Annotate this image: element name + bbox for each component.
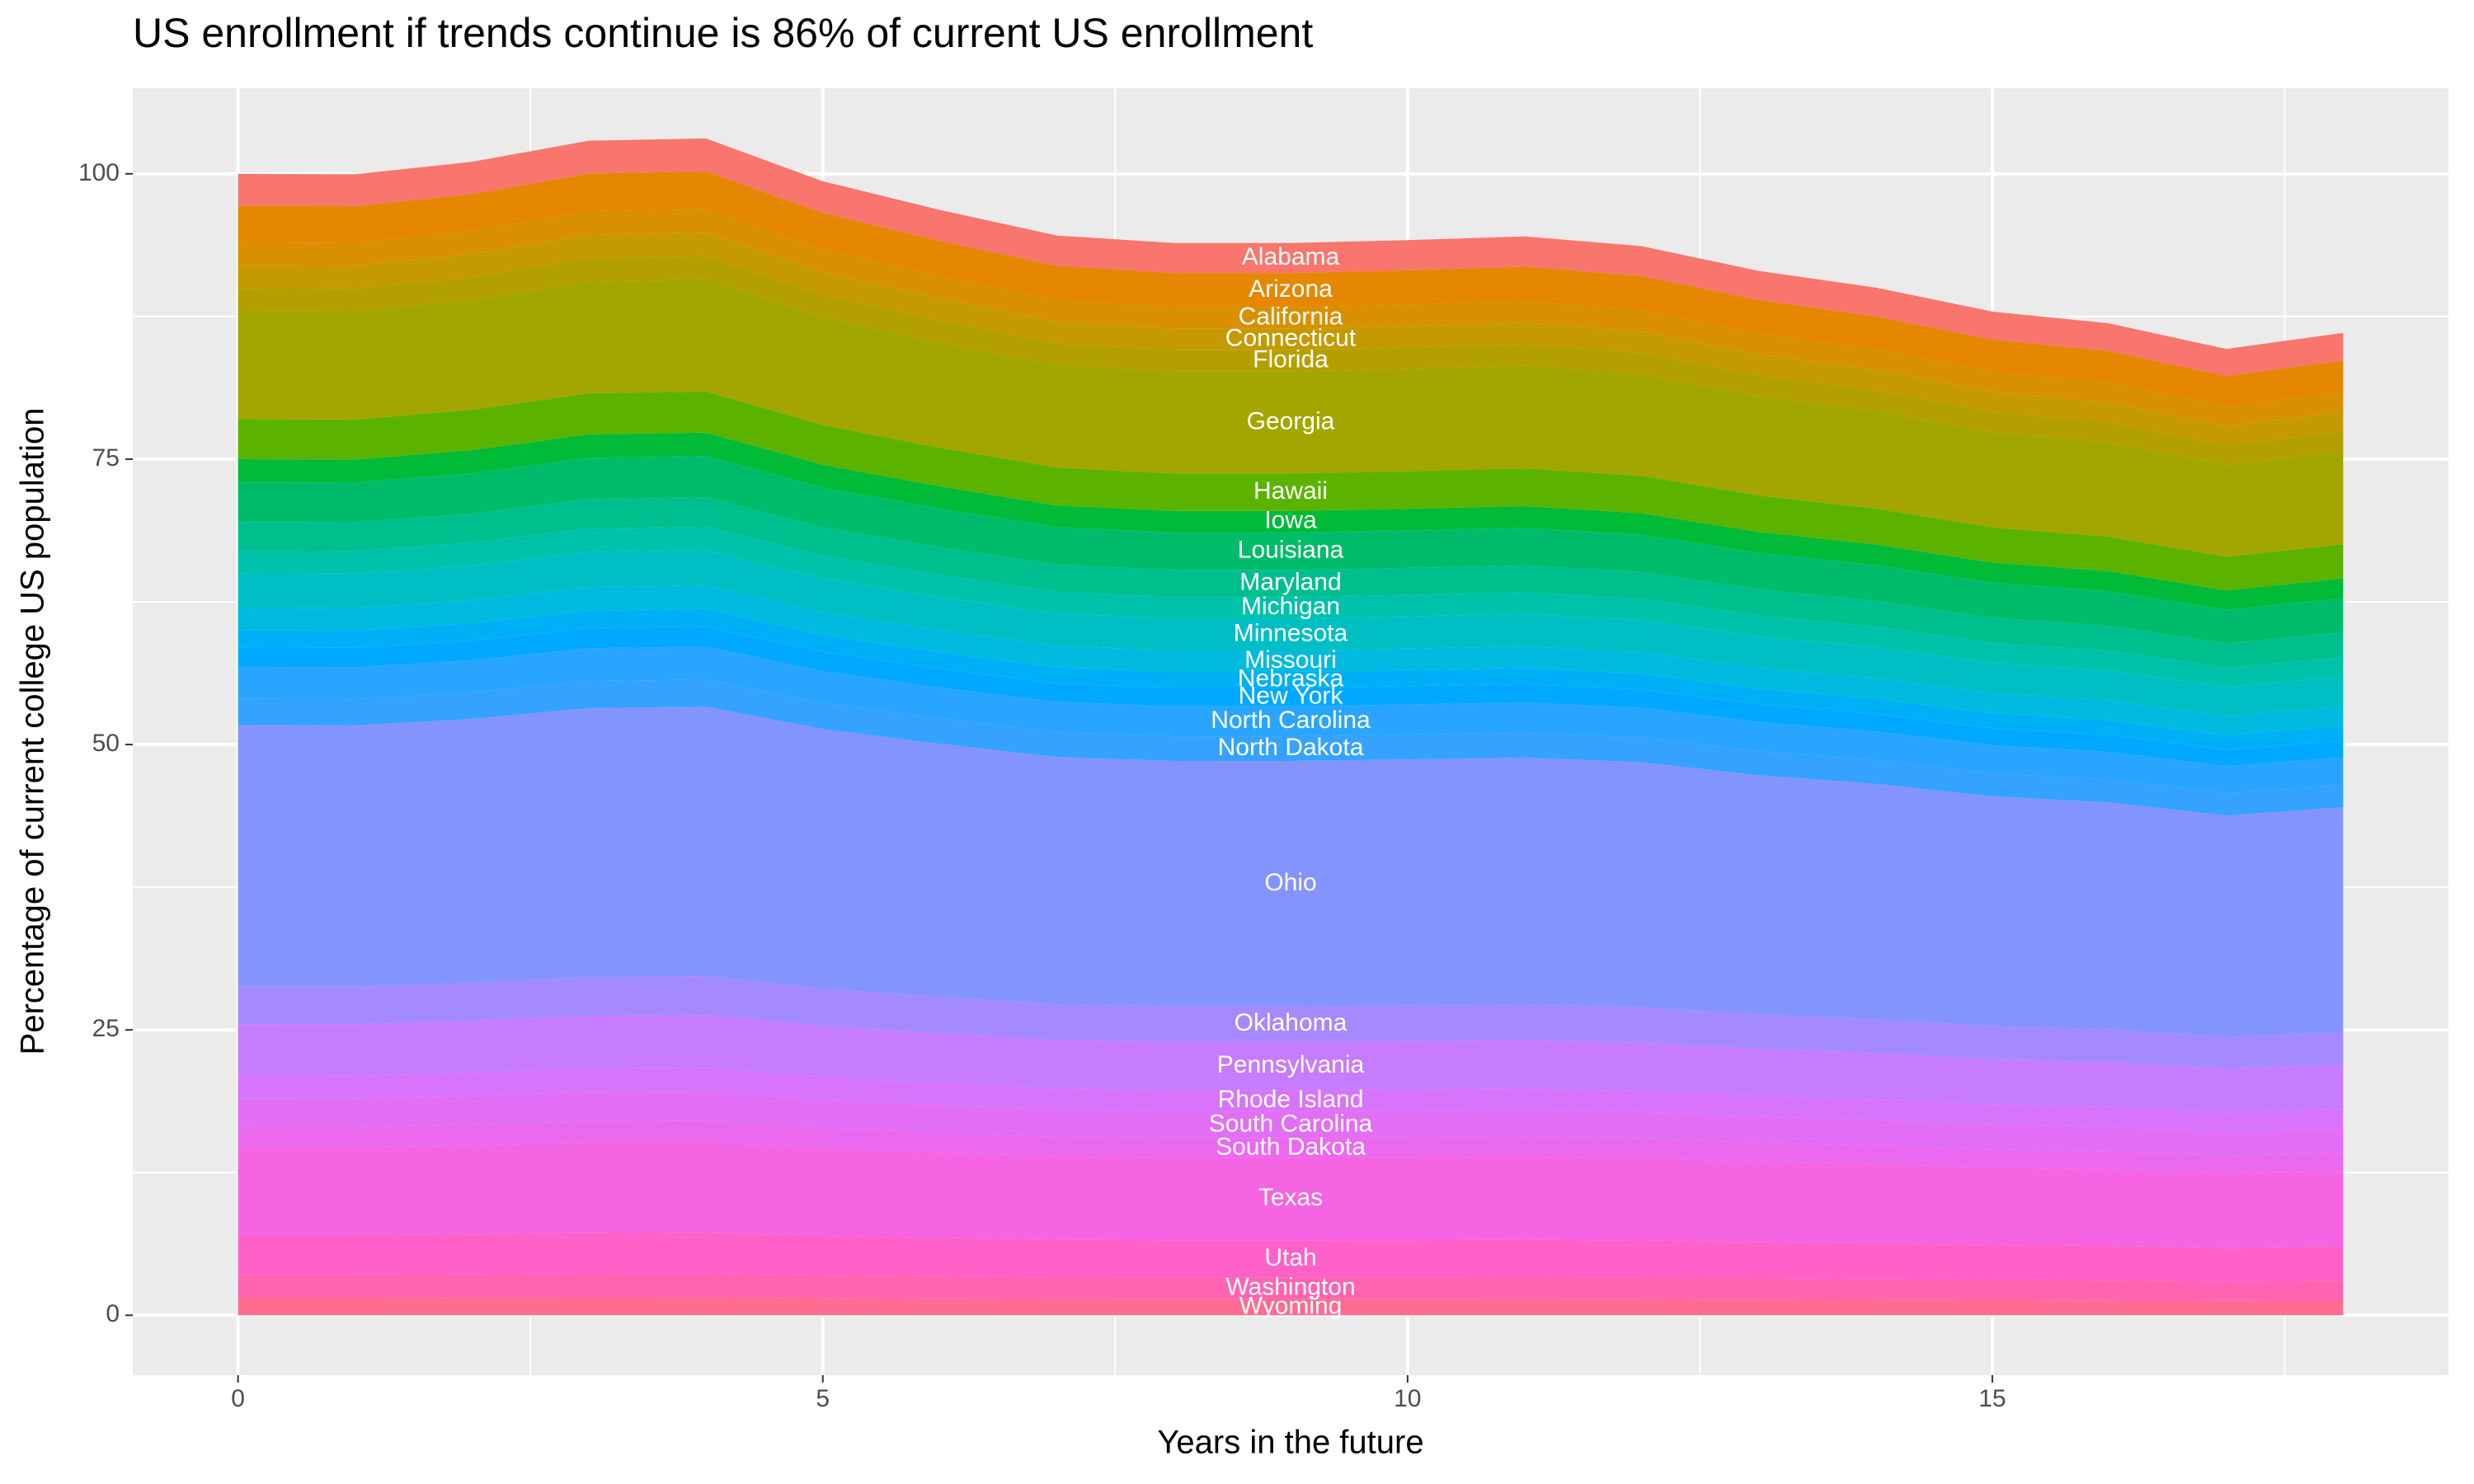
area-label: Texas	[1258, 1184, 1323, 1211]
area-label: North Dakota	[1218, 734, 1364, 761]
area-label: Florida	[1253, 346, 1329, 373]
x-tick-label: 10	[1394, 1385, 1421, 1412]
y-tick-label: 75	[92, 444, 120, 472]
y-tick-label: 50	[92, 730, 120, 757]
area	[238, 585, 2344, 735]
area-label: Pennsylvania	[1217, 1051, 1365, 1078]
area	[238, 679, 2344, 816]
area	[238, 1015, 2344, 1113]
area-label: South Carolina	[1209, 1110, 1373, 1137]
area	[238, 456, 2344, 644]
area-label: Georgia	[1247, 407, 1335, 434]
x-tick-label: 15	[1978, 1385, 2006, 1412]
area	[238, 550, 2344, 716]
area	[238, 1142, 2344, 1248]
area	[238, 1297, 2344, 1316]
area	[238, 432, 2344, 610]
y-tick-label: 25	[92, 1015, 120, 1042]
area	[238, 171, 2344, 407]
area-label: Nebraska	[1238, 665, 1344, 693]
area-label: Arizona	[1249, 275, 1333, 303]
area	[238, 279, 2344, 557]
area-label: California	[1239, 303, 1343, 331]
area	[238, 1091, 2344, 1157]
area	[238, 526, 2344, 688]
area-label: Iowa	[1264, 507, 1317, 534]
y-axis-title: Percentage of current college US populat…	[15, 408, 51, 1055]
area	[238, 976, 2344, 1069]
area-label: Ohio	[1264, 869, 1316, 896]
area	[238, 608, 2344, 750]
y-tick-label: 0	[106, 1300, 120, 1327]
area-label: Louisiana	[1238, 537, 1344, 564]
x-tick-label: 0	[231, 1385, 245, 1412]
area-label: Alabama	[1242, 243, 1340, 270]
area	[238, 1120, 2344, 1174]
area	[238, 1068, 2344, 1132]
area-label: Oklahoma	[1235, 1009, 1348, 1036]
area	[238, 707, 2344, 1037]
y-tick-label: 100	[78, 159, 120, 186]
area-label: New York	[1239, 683, 1344, 710]
area-label: North Carolina	[1211, 707, 1371, 734]
area	[238, 138, 2344, 377]
area	[238, 232, 2344, 446]
area	[238, 256, 2344, 465]
area-label: Hawaii	[1253, 477, 1328, 505]
area-label: Michigan	[1241, 593, 1340, 620]
area-label: Minnesota	[1234, 619, 1348, 646]
area-label: Connecticut	[1225, 325, 1357, 352]
area	[238, 1233, 2344, 1282]
chart-title: US enrollment if trends continue is 86% …	[133, 10, 1313, 56]
x-tick-label: 5	[816, 1385, 830, 1412]
area-label: Utah	[1264, 1244, 1316, 1271]
x-axis-title: Years in the future	[1157, 1425, 1423, 1461]
area	[238, 627, 2344, 767]
area-label: Maryland	[1239, 569, 1341, 596]
area	[238, 391, 2344, 591]
area-label: South Dakota	[1216, 1133, 1366, 1160]
area	[238, 209, 2344, 426]
area-label: Washington	[1225, 1274, 1355, 1301]
area-label: Wyoming	[1239, 1292, 1343, 1319]
area-label: Missouri	[1244, 646, 1337, 674]
area	[238, 497, 2344, 668]
area	[238, 1274, 2344, 1301]
area-label: Rhode Island	[1218, 1086, 1364, 1113]
area	[238, 646, 2344, 794]
